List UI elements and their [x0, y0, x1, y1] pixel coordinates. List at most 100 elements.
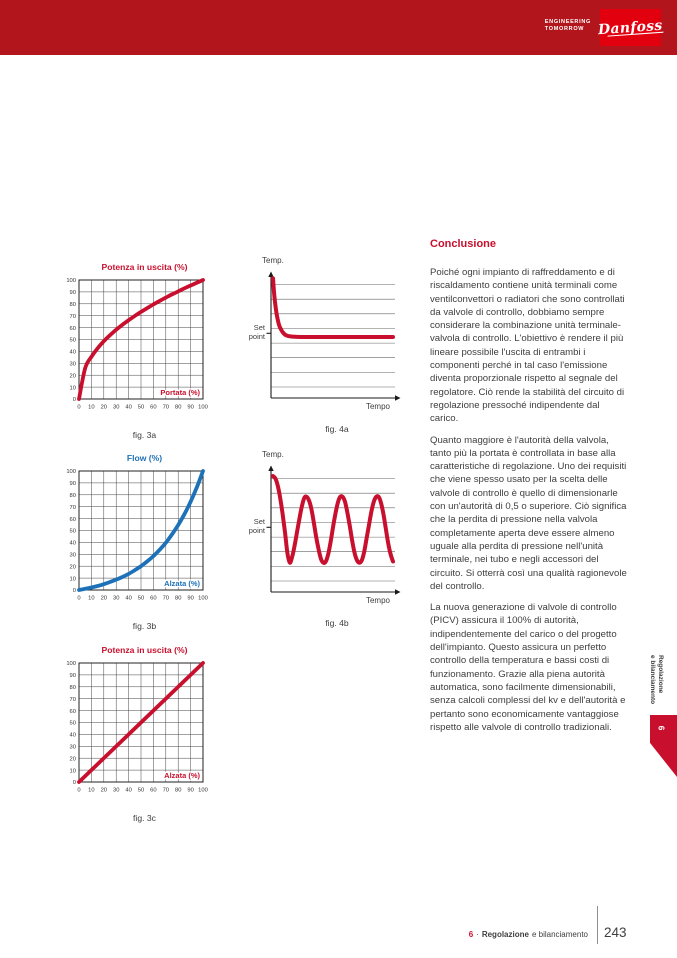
- fig4a-ylabel: Temp.: [262, 256, 284, 265]
- svg-text:100: 100: [198, 788, 208, 794]
- chapter-tab-number: 6: [656, 725, 667, 731]
- svg-text:20: 20: [70, 564, 76, 570]
- svg-text:40: 40: [70, 350, 76, 356]
- fig3a-caption: fig. 3a: [132, 430, 157, 440]
- figure-3a: Potenza in uscita (%) 0 0 10 10 20 20 30 30 40 40…: [58, 262, 210, 440]
- chapter-side-label: Regolazione e bilanciamento: [649, 655, 665, 713]
- svg-text:90: 90: [187, 596, 193, 602]
- paragraph-3: La nuova generazione di valvole di contr…: [430, 602, 626, 733]
- svg-text:30: 30: [113, 788, 119, 794]
- fig4b-setpoint-label: Set point: [248, 517, 265, 535]
- svg-text:70: 70: [163, 788, 169, 794]
- svg-text:80: 80: [70, 493, 76, 499]
- svg-text:10: 10: [88, 405, 94, 411]
- svg-text:0: 0: [73, 397, 76, 403]
- svg-text:60: 60: [150, 596, 156, 602]
- danfoss-wordmark: Danfoss: [597, 17, 664, 38]
- svg-text:10: 10: [70, 576, 76, 582]
- svg-text:90: 90: [70, 481, 76, 487]
- svg-text:0: 0: [77, 788, 80, 794]
- footer-breadcrumb: 6 · Regolazione e bilanciamento: [469, 930, 588, 939]
- svg-text:100: 100: [66, 661, 76, 667]
- danfoss-logo: Danfoss: [597, 9, 664, 46]
- svg-text:80: 80: [70, 302, 76, 308]
- chapter-tab: 6: [650, 715, 677, 777]
- paragraph-1: Poiché ogni impianto di raffreddamento e…: [430, 267, 625, 425]
- footer-separator: ·: [476, 930, 479, 939]
- chapter-side-label-line1: Regolazione: [657, 655, 664, 694]
- fig4a-setpoint-label: Set point: [248, 323, 265, 341]
- figure-3b: Flow (%) 0 0 10 10 20 20 30 30 40 40 50 50 60 60 70 70 8…: [58, 453, 210, 631]
- fig3c-chart: 00 10 10 20 20 30 30 40 40 50 50 60 60 70 70 80 80 90 90 10…: [66, 661, 208, 794]
- svg-text:50: 50: [70, 721, 76, 727]
- fig4a-chart: [266, 271, 401, 401]
- svg-text:0: 0: [77, 596, 80, 602]
- svg-text:10: 10: [88, 788, 94, 794]
- svg-text:90: 90: [70, 673, 76, 679]
- footer-divider: [597, 906, 598, 944]
- svg-text:50: 50: [138, 596, 144, 602]
- fig3c-title: Potenza in uscita (%): [101, 645, 188, 655]
- svg-text:40: 40: [125, 788, 131, 794]
- svg-text:50: 50: [70, 529, 76, 535]
- svg-text:Portata (%): Portata (%): [160, 388, 200, 397]
- figure-4b: Temp. Set point Tempo fig. 4b: [243, 450, 403, 628]
- svg-text:90: 90: [187, 788, 193, 794]
- fig4b-ylabel: Temp.: [262, 450, 284, 459]
- svg-text:40: 40: [70, 733, 76, 739]
- svg-text:Alzata (%): Alzata (%): [164, 579, 200, 588]
- svg-text:20: 20: [70, 373, 76, 379]
- svg-text:10: 10: [70, 768, 76, 774]
- svg-text:20: 20: [101, 596, 107, 602]
- svg-text:60: 60: [70, 326, 76, 332]
- svg-text:50: 50: [138, 405, 144, 411]
- figure-3c: Potenza in uscita (%) 0 0 10 10 20 20 30 30 40 40…: [58, 645, 210, 823]
- svg-text:70: 70: [163, 596, 169, 602]
- section-heading: Conclusione: [430, 238, 497, 250]
- chapter-side-label-line2: e bilanciamento: [649, 655, 657, 705]
- fig3b-caption: fig. 3b: [132, 621, 157, 631]
- svg-text:20: 20: [101, 788, 107, 794]
- svg-text:70: 70: [163, 405, 169, 411]
- svg-text:100: 100: [66, 469, 76, 475]
- page-number: 243: [604, 925, 627, 940]
- conclusion-section: Conclusione Poiché ogni impianto di raff…: [430, 238, 628, 742]
- fig4b-caption: fig. 4b: [325, 618, 349, 628]
- svg-text:0: 0: [77, 405, 80, 411]
- svg-text:30: 30: [113, 596, 119, 602]
- svg-text:40: 40: [70, 541, 76, 547]
- svg-text:20: 20: [70, 756, 76, 762]
- svg-text:80: 80: [175, 405, 181, 411]
- footer-section-rest: e bilanciamento: [531, 930, 588, 939]
- svg-text:80: 80: [175, 788, 181, 794]
- svg-text:60: 60: [150, 788, 156, 794]
- tagline-line2: TOMORROW: [544, 26, 585, 32]
- svg-text:90: 90: [70, 290, 76, 296]
- fig4b-chart: [266, 465, 401, 595]
- svg-text:Alzata (%): Alzata (%): [164, 771, 200, 780]
- svg-text:10: 10: [88, 596, 94, 602]
- svg-text:30: 30: [113, 405, 119, 411]
- fig3a-title: Potenza in uscita (%): [101, 262, 188, 272]
- svg-text:70: 70: [70, 314, 76, 320]
- fig3b-title: Flow (%): [126, 453, 163, 463]
- svg-text:80: 80: [70, 685, 76, 691]
- tagline-line1: ENGINEERING: [544, 19, 591, 25]
- svg-text:100: 100: [198, 596, 208, 602]
- footer-section-name: Regolazione: [481, 930, 529, 939]
- svg-text:10: 10: [70, 385, 76, 391]
- fig3a-chart: 00 10 10 20 20 30 30 40 40 50 50 60 60 70 70 80 80 90 90 10…: [66, 278, 208, 411]
- footer-chapter-number: 6: [468, 930, 474, 939]
- fig3b-chart: 00 10 10 20 20 30 30 40 40 50 50 60 60 70 70 80 80 90 90 10…: [66, 469, 208, 602]
- svg-text:100: 100: [198, 405, 208, 411]
- svg-text:90: 90: [187, 405, 193, 411]
- svg-text:40: 40: [125, 596, 131, 602]
- header-banner: ENGINEERING TOMORROW Danfoss: [0, 0, 677, 55]
- svg-text:40: 40: [125, 405, 131, 411]
- svg-text:20: 20: [101, 405, 107, 411]
- figure-4a: Temp. Set point Tempo fig. 4a: [243, 256, 403, 434]
- tagline: ENGINEERING TOMORROW: [545, 19, 591, 33]
- svg-text:60: 60: [150, 405, 156, 411]
- svg-text:60: 60: [70, 709, 76, 715]
